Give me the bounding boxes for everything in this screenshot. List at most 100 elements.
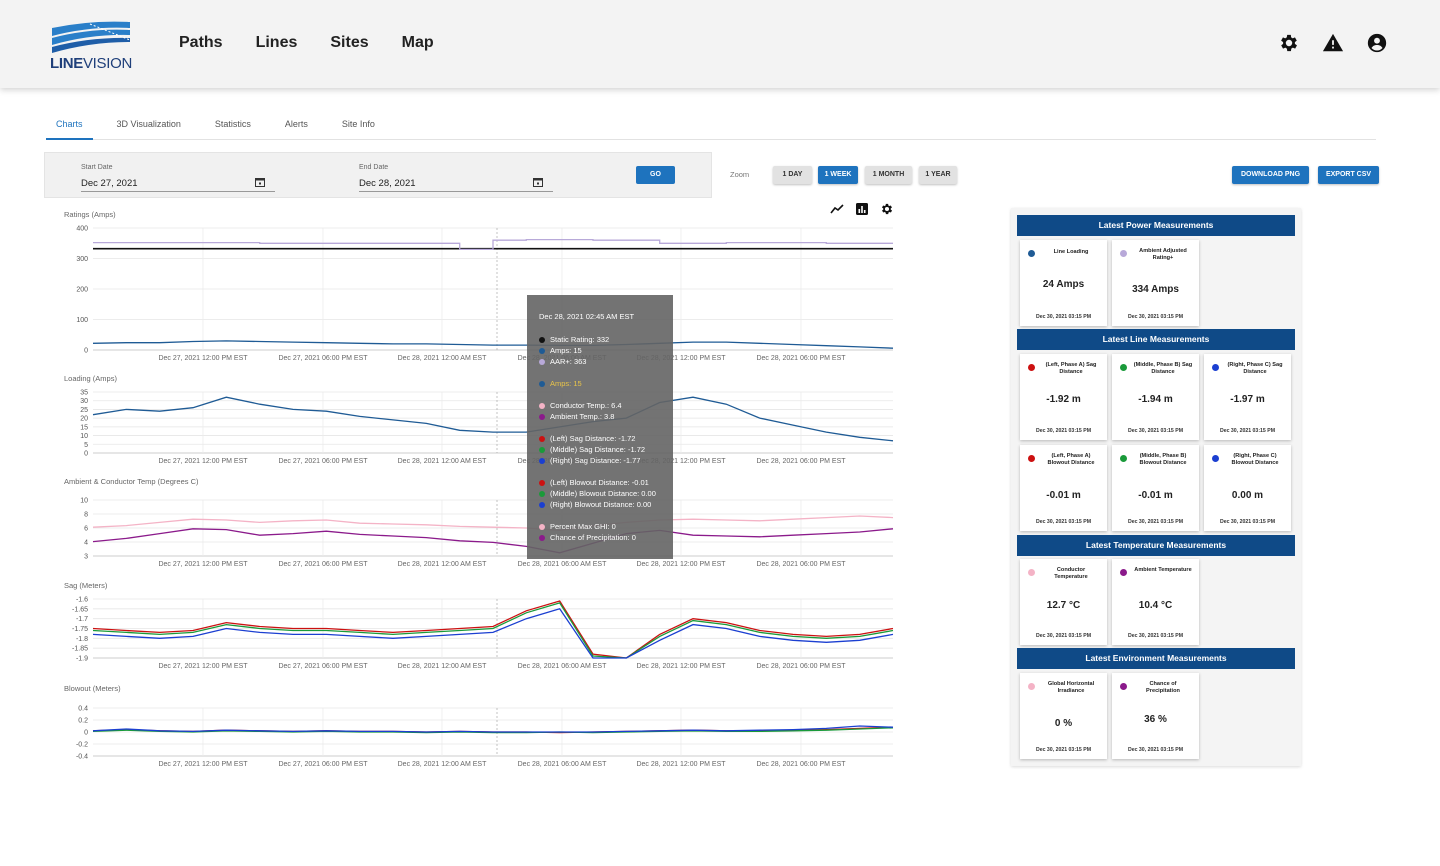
- nav-paths[interactable]: Paths: [179, 34, 223, 51]
- date-range-panel: Start Date Dec 27, 2021 End Date Dec 28,…: [44, 152, 712, 198]
- tooltip-text: Amps: 15: [550, 346, 582, 355]
- y-tick-label: 4: [84, 540, 88, 547]
- card-date: Dec 30, 2021 03:15 PM: [1035, 314, 1092, 320]
- chart-title: Blowout (Meters): [64, 684, 121, 693]
- card-label: Ambient Adjusted Rating+: [1139, 248, 1187, 261]
- series-dot: [1212, 455, 1219, 462]
- end-date-input[interactable]: Dec 28, 2021: [359, 178, 416, 189]
- y-tick-label: 0: [84, 451, 88, 458]
- tab-charts[interactable]: Charts: [46, 115, 93, 140]
- card-label: Ambient Temperature: [1134, 567, 1192, 573]
- tooltip-dot: [539, 336, 545, 343]
- line-measurements-header: Latest Line Measurements: [1017, 329, 1295, 350]
- y-tick-label: 15: [80, 424, 88, 431]
- site-tabs: Charts 3D Visualization Statistics Alert…: [46, 115, 1376, 140]
- line-chart-icon[interactable]: [830, 202, 844, 216]
- x-tick-label: Dec 28, 2021 06:00 AM EST: [518, 561, 607, 568]
- tooltip-row: Conductor Temp.: 6.4: [539, 400, 663, 411]
- y-tick-label: 5: [84, 442, 88, 449]
- tooltip-row: AAR+: 363: [539, 356, 663, 367]
- download-png-button[interactable]: DOWNLOAD PNG: [1232, 166, 1309, 184]
- tab-3d-visualization[interactable]: 3D Visualization: [116, 119, 181, 129]
- y-tick-label: 8: [84, 512, 88, 519]
- nav-map[interactable]: Map: [401, 34, 434, 51]
- tooltip-row: (Middle) Sag Distance: -1.72: [539, 444, 663, 455]
- start-calendar-icon[interactable]: [255, 177, 265, 187]
- tooltip-text: Static Rating: 332: [550, 335, 610, 344]
- tab-statistics[interactable]: Statistics: [214, 119, 251, 129]
- series-line: [92, 602, 894, 659]
- card-value: -1.97 m: [1230, 394, 1265, 405]
- end-calendar-icon[interactable]: [533, 177, 543, 187]
- zoom-1-year-button[interactable]: 1 YEAR: [919, 166, 957, 184]
- nav-lines[interactable]: Lines: [255, 34, 298, 51]
- y-tick-label: -0.4: [76, 754, 88, 761]
- card-date: Dec 30, 2021 03:15 PM: [1127, 519, 1184, 525]
- series-dot: [1120, 455, 1127, 462]
- series-line: [93, 238, 893, 251]
- y-tick-label: -1.65: [72, 606, 88, 613]
- tooltip-row: Percent Max GHI: 0: [539, 521, 663, 532]
- x-tick-label: Dec 27, 2021 12:00 PM EST: [158, 663, 248, 670]
- tooltip-text: Percent Max GHI: 0: [550, 522, 616, 531]
- x-tick-label: Dec 28, 2021 06:00 PM EST: [756, 761, 846, 768]
- environment-measurements-header: Latest Environment Measurements: [1017, 648, 1295, 669]
- tab-site-info[interactable]: Site Info: [341, 119, 375, 129]
- nav-sites[interactable]: Sites: [330, 34, 369, 51]
- x-tick-label: Dec 28, 2021 12:00 PM EST: [636, 355, 726, 362]
- zoom-1-week-button[interactable]: 1 WEEK: [818, 166, 858, 184]
- tooltip-spacer: [539, 510, 663, 521]
- gear-icon[interactable]: [1278, 32, 1300, 54]
- tab-alerts[interactable]: Alerts: [284, 119, 308, 129]
- temperature-measurements-header: Latest Temperature Measurements: [1017, 535, 1295, 556]
- tooltip-dot: [539, 446, 545, 453]
- start-date-input[interactable]: Dec 27, 2021: [81, 178, 138, 189]
- series-dot: [1120, 569, 1127, 576]
- x-tick-label: Dec 27, 2021 12:00 PM EST: [158, 761, 248, 768]
- chart-settings-icon[interactable]: [880, 202, 894, 216]
- export-csv-button[interactable]: EXPORT CSV: [1318, 166, 1379, 184]
- tooltip-row: Static Rating: 332: [539, 334, 663, 345]
- x-tick-label: Dec 27, 2021 12:00 PM EST: [158, 561, 248, 568]
- y-tick-label: 30: [80, 398, 88, 405]
- alert-icon[interactable]: [1322, 32, 1344, 54]
- linevision-logo-icon[interactable]: [50, 18, 132, 70]
- y-tick-label: -0.2: [76, 742, 88, 749]
- card-date: Dec 30, 2021 03:15 PM: [1035, 519, 1092, 525]
- y-tick-label: 0.4: [78, 706, 88, 713]
- app-header: LINEVISION Paths Lines Sites Map: [0, 0, 1440, 88]
- x-tick-label: Dec 28, 2021 06:00 AM EST: [518, 663, 607, 670]
- zoom-1-day-button[interactable]: 1 DAY: [773, 166, 812, 184]
- tooltip-text: Conductor Temp.: 6.4: [550, 401, 622, 410]
- go-button[interactable]: GO: [636, 166, 675, 184]
- series-dot: [1120, 683, 1127, 690]
- x-tick-label: Dec 27, 2021 06:00 PM EST: [278, 761, 368, 768]
- chart-toolbar: [830, 202, 894, 216]
- x-tick-label: Dec 28, 2021 12:00 AM EST: [398, 761, 487, 768]
- tooltip-dot: [539, 413, 545, 420]
- y-tick-label: 35: [80, 390, 88, 397]
- card-value: 334 Amps: [1132, 284, 1179, 295]
- tooltip-dot: [539, 490, 545, 497]
- account-icon[interactable]: [1366, 32, 1388, 54]
- y-tick-label: 0: [84, 730, 88, 737]
- x-tick-label: Dec 28, 2021 12:00 AM EST: [398, 458, 487, 465]
- zoom-1-month-button[interactable]: 1 MONTH: [865, 166, 912, 184]
- bar-chart-icon[interactable]: [855, 202, 869, 216]
- y-tick-label: -1.6: [76, 597, 88, 604]
- ambient-adjusted-rating-card: Ambient Adjusted Rating+ 334 Amps Dec 30…: [1112, 240, 1199, 326]
- x-tick-label: Dec 27, 2021 12:00 PM EST: [158, 458, 248, 465]
- tooltip-text: (Middle) Sag Distance: -1.72: [550, 445, 646, 454]
- ambient-temperature-card: Ambient Temperature 10.4 °C Dec 30, 2021…: [1112, 559, 1199, 645]
- tooltip-dot: [539, 534, 545, 541]
- end-date-underline: [359, 191, 553, 192]
- logo-wordmark: LINEVISION: [50, 55, 133, 72]
- card-label: (Middle, Phase B) Blowout Distance: [1139, 453, 1187, 466]
- y-tick-label: -1.75: [72, 626, 88, 633]
- series-line: [92, 725, 894, 733]
- series-dot: [1028, 455, 1035, 462]
- middle-sag-card: (Middle, Phase B) Sag Distance -1.94 m D…: [1112, 354, 1199, 440]
- card-date: Dec 30, 2021 03:15 PM: [1035, 633, 1092, 639]
- end-date-label: End Date: [359, 164, 389, 171]
